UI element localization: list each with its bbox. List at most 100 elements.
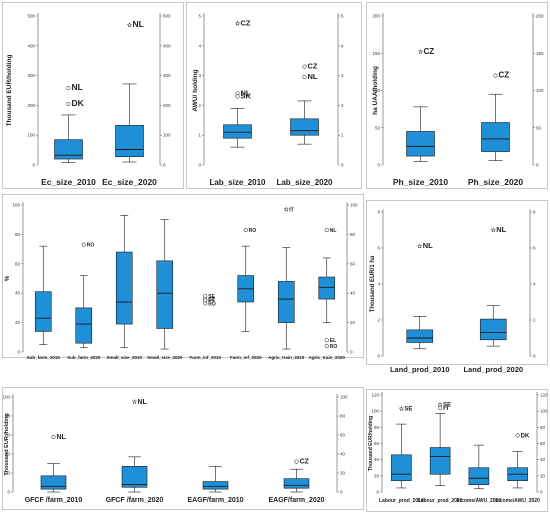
chart3-ph-size-2010-outlier-cz-0-star-marker xyxy=(417,48,424,55)
chart2-left-tick-label-5: 5 xyxy=(198,14,201,19)
chart7-income-awu-2010-box xyxy=(468,467,490,486)
chart6-category-label-gfcf-farm-2010: GFCF /farm_2010 xyxy=(25,497,83,504)
chart7-left-tick-label-120: 120 xyxy=(371,393,379,398)
chart2-lab-size-2010-outlier-sk-2-label: SK xyxy=(241,91,252,100)
chart4-agric-train-2010-outlier-it-6-star-marker xyxy=(283,206,289,212)
chart5-land-prod-2010-box xyxy=(406,329,434,343)
chart4-farm-inf-2010-outlier-ro-4-label: RO xyxy=(208,301,216,307)
chart3-left-tick-label-100: 100 xyxy=(372,88,380,93)
chart6-left-tick-label-0: 0 xyxy=(7,490,10,495)
chart2-lab-size-2010-outlier-cz-0-label: CZ xyxy=(241,18,251,27)
chart3-category-label-ph-size-2010: Ph_size_2010 xyxy=(393,177,449,187)
chart4-agric-train-2020-outlier-nl-7-circle-marker xyxy=(324,227,329,233)
chart5-category-label-land-prod-2010: Land_prod_2010 xyxy=(390,365,450,374)
chart5-right-tick-label-0: 0 xyxy=(533,354,536,359)
chart6-gfcf-farm-2010-outlier-nl-0-label: NL xyxy=(57,434,67,441)
chart7-category-label-income-awu-2010: Income/AWU_2010 xyxy=(457,498,502,504)
chart6-left-tick-label-40: 40 xyxy=(5,452,11,457)
chart1-ec-size-2010-outlier-dk-1-circle-marker xyxy=(66,101,71,106)
chart6-gfcf-farm-2020-box xyxy=(121,466,148,488)
chart7-labour-prod-2020-outlier-fi-2-circle-marker xyxy=(438,405,443,410)
chart1-ec-size-2020-outlier-nl-2-star-marker xyxy=(126,22,133,28)
chart4-small-size-2020-box xyxy=(156,260,174,329)
chart1-left-tick-label-0: 0 xyxy=(32,163,35,168)
panel-ec-size xyxy=(2,2,184,189)
chart6-category-label-gfcf-farm-2020: GFCF /farm_2020 xyxy=(106,497,164,504)
chart7-category-label-labour-prod-2010: Labour_prod_2010 xyxy=(379,498,424,504)
chart6-category-label-eagf-farm-2010: EAGF/farm_2010 xyxy=(187,497,243,504)
chart1-right-tick-label-200: 200 xyxy=(163,103,171,108)
chart3-left-tick-label-150: 150 xyxy=(372,51,380,56)
chart4-category-label-agric-train-2020: Agric_train_2020 xyxy=(309,355,346,360)
chart7-left-tick-label-80: 80 xyxy=(374,425,380,430)
chart4-right-tick-label-0: 0 xyxy=(350,350,353,355)
chart5-left-tick-label-6: 6 xyxy=(377,246,380,251)
chart5-right-tick-label-4: 4 xyxy=(533,282,536,287)
chart4-right-tick-label-60: 60 xyxy=(350,261,356,266)
chart5-land-prod-2010-outlier-nl-0-star-marker xyxy=(417,243,423,249)
chart2-right-tick-label-1: 1 xyxy=(341,133,344,138)
chart7-category-label-income-awu-2020: Income/AWU_2020 xyxy=(495,498,540,504)
chart1-ec-size-2010-outlier-nl-0-label: NL xyxy=(72,82,83,92)
chart1-category-label-ec-size-2020: Ec_size_2020 xyxy=(102,177,157,187)
chart7-labour-prod-2010-outlier-se-0-star-marker xyxy=(398,405,405,412)
chart6-eagf-farm-2020-box xyxy=(283,478,310,489)
chart6-eagf-farm-2010-box xyxy=(202,481,229,490)
chart3-left-tick-label-200: 200 xyxy=(372,14,380,19)
chart3-right-tick-label-150: 150 xyxy=(536,51,544,56)
chart7-y-axis-label: Thousand EUR/holding xyxy=(368,416,374,471)
chart3-right-tick-label-0: 0 xyxy=(536,163,539,168)
chart7-labour-prod-2010-box xyxy=(391,454,412,481)
chart6-right-tick-label-80: 80 xyxy=(340,414,346,419)
chart3-category-label-ph-size-2020: Ph_size_2020 xyxy=(468,177,524,187)
chart4-category-label-small-size-2020: Small_size_2020 xyxy=(147,355,183,360)
chart3-ph-size-2010-outlier-cz-0-label: CZ xyxy=(424,47,435,56)
panel-lab-size xyxy=(186,2,362,189)
chart7-right-tick-label-80: 80 xyxy=(540,425,546,430)
chart4-category-label-sub-farm-2020: Sub_farm_2020 xyxy=(67,355,101,360)
panel-labour-income xyxy=(366,389,548,512)
chart7-left-tick-label-60: 60 xyxy=(374,441,380,446)
chart4-agric-train-2010-box xyxy=(277,281,295,323)
chart4-agric-train-2020-outlier-nl-7-label: NL xyxy=(330,228,337,234)
chart4-right-tick-label-40: 40 xyxy=(350,291,356,296)
chart4-left-tick-label-80: 80 xyxy=(15,232,21,237)
chart7-right-tick-label-0: 0 xyxy=(540,490,543,495)
chart2-left-tick-label-3: 3 xyxy=(198,73,201,78)
chart3-ph-size-2020-box xyxy=(481,122,510,152)
chart2-left-tick-label-0: 0 xyxy=(198,163,201,168)
chart2-right-tick-label-2: 2 xyxy=(341,103,344,108)
chart7-left-tick-label-0: 0 xyxy=(376,490,379,495)
chart4-sub-farm-2020-box xyxy=(75,307,93,344)
chart4-right-tick-label-100: 100 xyxy=(350,203,358,208)
chart2-lab-size-2010-box xyxy=(223,124,252,139)
chart5-right-tick-label-2: 2 xyxy=(533,318,536,323)
chart1-right-tick-label-400: 400 xyxy=(163,43,171,48)
chart2-category-label-lab-size-2010: Lab_size_2010 xyxy=(209,178,266,187)
chart4-category-label-sub-farm-2010: Sub_farm_2010 xyxy=(27,355,61,360)
chart1-category-label-ec-size-2010: Ec_size_2010 xyxy=(41,177,96,187)
chart6-right-tick-label-20: 20 xyxy=(340,471,346,476)
chart6-left-tick-label-100: 100 xyxy=(2,395,10,400)
chart7-right-tick-label-40: 40 xyxy=(540,457,546,462)
chart7-right-tick-label-20: 20 xyxy=(540,473,546,478)
chart4-agric-train-2020-outlier-ro-9-label: RO xyxy=(330,344,338,350)
chart4-small-size-2010-box xyxy=(115,251,133,325)
panel-ph-size xyxy=(366,2,548,189)
chart6-gfcf-farm-2020-outlier-nl-1-label: NL xyxy=(138,399,148,406)
chart2-left-tick-label-2: 2 xyxy=(198,103,201,108)
chart6-eagf-farm-2020-outlier-cz-2-circle-marker xyxy=(294,459,299,464)
chart5-land-prod-2020-box xyxy=(479,318,507,341)
chart4-sub-farm-2020-outlier-ro-0-circle-marker xyxy=(81,242,86,247)
chart5-land-prod-2020-outlier-nl-1-star-marker xyxy=(490,227,496,233)
chart7-labour-prod-2020-outlier-se-1-star-marker xyxy=(437,401,443,408)
chart3-right-tick-label-50: 50 xyxy=(536,125,542,130)
chart1-left-tick-label-300: 300 xyxy=(27,73,35,78)
chart4-agric-train-2020-outlier-el-8-circle-marker xyxy=(324,338,329,343)
chart7-right-tick-label-120: 120 xyxy=(540,393,548,398)
chart4-left-tick-label-100: 100 xyxy=(12,203,20,208)
chart3-right-tick-label-100: 100 xyxy=(536,88,544,93)
chart4-category-label-small-size-2010: Small_size_2010 xyxy=(106,355,142,360)
chart6-right-tick-label-40: 40 xyxy=(340,452,346,457)
chart7-left-tick-label-20: 20 xyxy=(374,473,380,478)
